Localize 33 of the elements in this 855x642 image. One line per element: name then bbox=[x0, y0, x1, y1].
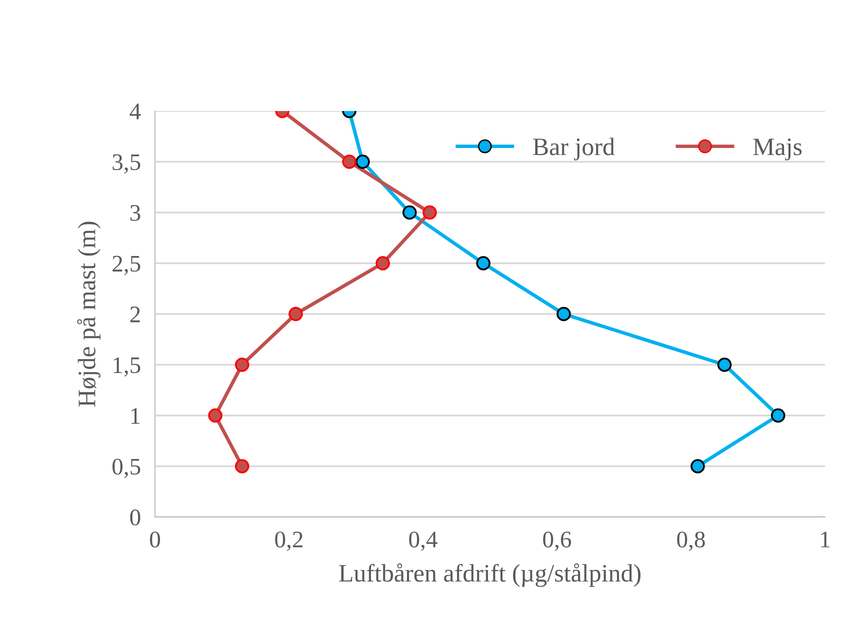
y-tick-label: 4 bbox=[130, 104, 141, 120]
x-tick-label: 0,2 bbox=[275, 532, 302, 551]
x-tick-label: 0,6 bbox=[543, 532, 572, 551]
point bbox=[234, 358, 250, 372]
point bbox=[690, 459, 705, 474]
y-tick-label: 0,5 bbox=[112, 458, 140, 478]
y-tick-label: 1 bbox=[131, 408, 140, 424]
y-tick-label: 1,5 bbox=[114, 357, 140, 377]
point bbox=[376, 256, 390, 270]
y-tick-label: 2,5 bbox=[112, 256, 140, 276]
x-tick-label: 0,4 bbox=[409, 532, 438, 551]
point bbox=[476, 256, 490, 270]
y-tick-label: 3,5 bbox=[112, 154, 140, 174]
point bbox=[288, 306, 303, 322]
point bbox=[234, 459, 250, 474]
x-axis-title: Luftbåren afdrift (µg/stålpind) bbox=[339, 563, 640, 587]
y-tick-label: 2 bbox=[130, 306, 140, 322]
point bbox=[402, 205, 417, 220]
y-tick-label: 0 bbox=[130, 509, 140, 526]
point bbox=[717, 358, 732, 372]
x-tick-label: 1 bbox=[821, 532, 830, 548]
legend-label: Bar jord bbox=[533, 138, 615, 160]
point bbox=[342, 154, 356, 169]
point bbox=[356, 154, 370, 169]
legend-label: Majs bbox=[753, 138, 802, 160]
y-tick-label: 3 bbox=[130, 205, 140, 221]
point bbox=[208, 408, 222, 423]
point bbox=[422, 205, 437, 220]
point bbox=[556, 306, 571, 322]
x-tick-label: 0 bbox=[150, 532, 160, 548]
point bbox=[770, 408, 786, 423]
x-tick-label: 0,8 bbox=[677, 532, 705, 551]
y-axis-title: Højde på mast (m) bbox=[77, 222, 100, 407]
